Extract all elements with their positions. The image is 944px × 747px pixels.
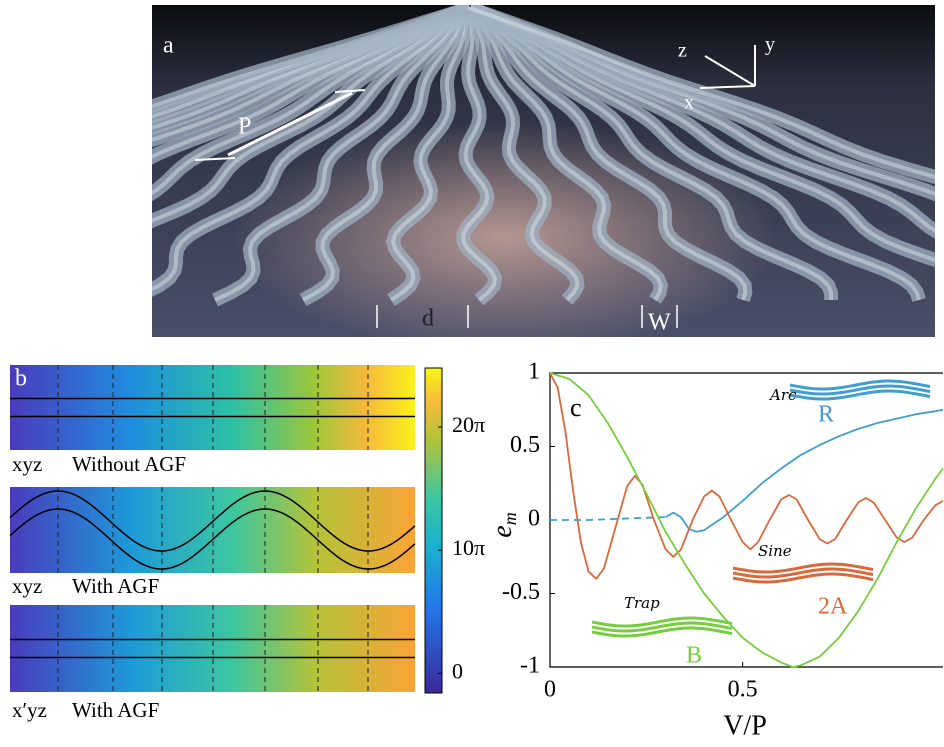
x-tick-label: 0: [544, 677, 556, 703]
spacing-label: d: [422, 306, 434, 332]
panel-label: b: [15, 366, 27, 392]
caption: With AGF: [72, 574, 159, 598]
rendering: [152, 5, 935, 337]
strip-edge: [461, 7, 497, 302]
inset-name: Sine: [758, 542, 792, 560]
strip-edge: [468, 6, 921, 301]
strip: [467, 5, 935, 185]
arrow: [227, 91, 353, 157]
strip-edge: [152, 6, 472, 292]
y-tick-label: 0: [528, 506, 540, 532]
strip: [465, 5, 839, 301]
inset-guide: [732, 567, 874, 579]
strip-edge: [152, 6, 471, 196]
inset-guide: [732, 562, 874, 574]
strip: [152, 5, 474, 202]
strip: [456, 7, 503, 306]
x-tick-label: 0.5: [728, 677, 758, 703]
strip-edge: [468, 6, 834, 301]
phase-maps: [9, 365, 443, 694]
strip-edge: [302, 7, 472, 302]
strip-edge: [214, 6, 472, 302]
strip: [466, 5, 926, 302]
strip-edge: [389, 7, 472, 302]
tick: [334, 89, 366, 93]
y-tick-label: 1: [528, 359, 540, 385]
strip: [464, 5, 669, 304]
y-tick-label: -0.5: [502, 579, 540, 605]
series-line: [550, 372, 944, 580]
y-axis-label: em: [487, 512, 520, 537]
plane-label: x′yz: [12, 698, 47, 722]
panel-label: a: [163, 33, 174, 59]
plane-label: xyz: [12, 574, 42, 598]
inset-guide: [789, 379, 931, 391]
waveguide: [9, 508, 416, 570]
colorbar-tick-label: 20π: [452, 412, 485, 437]
axis-label: z: [678, 40, 687, 62]
caption: Without AGF: [72, 452, 186, 476]
inset-label: 2A: [818, 594, 848, 620]
colorbar-tick-label: 10π: [452, 535, 485, 560]
axes-frame: [549, 372, 943, 668]
series-line: [550, 372, 944, 668]
inset-name: Arc: [768, 386, 797, 404]
panel-label: c: [570, 393, 582, 422]
inset-guide: [789, 384, 931, 396]
series-line: [550, 516, 666, 521]
strip: [463, 5, 585, 305]
inset-guide: [732, 572, 874, 584]
inset-label: R: [818, 402, 834, 428]
curves: [550, 372, 944, 668]
inset-guide: [591, 616, 733, 628]
strip: [152, 5, 475, 297]
axis-label: y: [765, 34, 775, 56]
tick: [194, 157, 236, 161]
strip-edge: [152, 6, 472, 223]
strip: [299, 5, 477, 307]
y-tick-label: 0.5: [510, 432, 540, 458]
axis-label: x: [684, 92, 694, 114]
strip: [385, 6, 477, 306]
y-axis-label-base: e: [487, 525, 518, 537]
strip-edge: [468, 7, 580, 302]
axis: [699, 85, 756, 89]
x-axis-label: V/P: [723, 710, 767, 741]
strip: [464, 5, 753, 303]
width-label: W: [648, 310, 671, 336]
period-label: P: [238, 114, 251, 140]
inset-guide: [591, 626, 733, 638]
strip: [152, 5, 474, 229]
waveguide: [9, 490, 416, 552]
strip: [212, 5, 476, 307]
y-axis-label-sub: m: [500, 512, 520, 525]
inset-label: B: [686, 643, 702, 669]
axis: [704, 55, 756, 87]
strip-edge: [468, 6, 748, 301]
inset-name: Trap: [624, 594, 660, 612]
caption: With AGF: [72, 698, 159, 722]
plane-label: xyz: [12, 452, 42, 476]
y-tick-label: -1: [520, 653, 540, 679]
inset-guide: [591, 621, 733, 633]
strip-edge: [469, 6, 935, 180]
strip-edge: [468, 6, 664, 302]
colorbar-tick-label: 0: [452, 658, 463, 683]
inset-guide: [789, 389, 931, 401]
